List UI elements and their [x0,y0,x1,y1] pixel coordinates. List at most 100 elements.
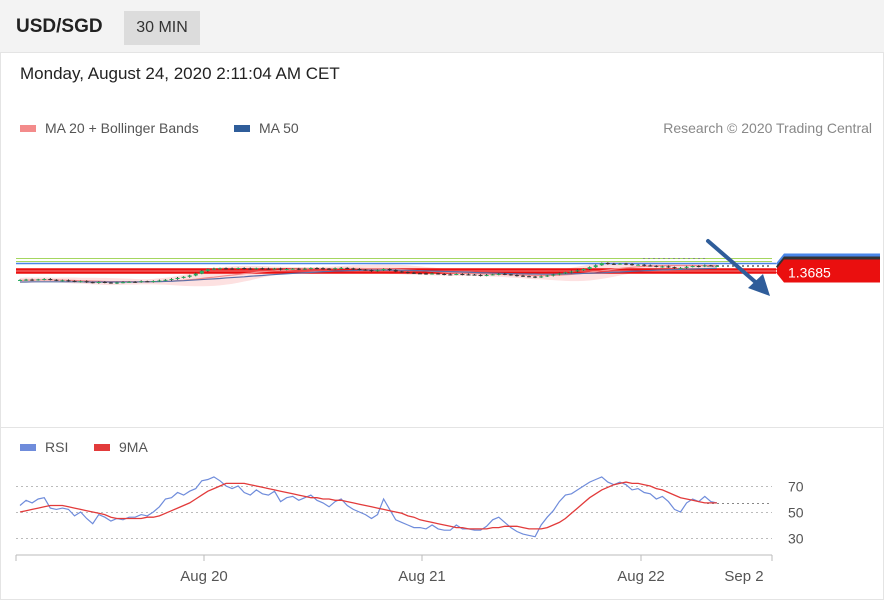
level-tag-bg-target-2 [776,262,880,283]
candle-body [442,274,447,276]
candle-body [72,280,77,282]
candle-body [696,266,701,268]
candle-body [381,269,386,271]
candle-body [357,269,362,270]
candle-body [636,264,641,266]
candles [18,262,719,285]
candle-body [224,268,229,270]
candle-body [157,280,162,282]
x-tick-label-sep2: Sep 2 [724,568,763,585]
candle-body [121,282,126,284]
candle-body [508,274,513,276]
forecast-arrow [706,239,770,296]
candle [302,267,307,270]
candle-body [436,273,441,275]
candle [466,273,471,276]
level-labels: 1.37601.37451.37301.37171.37001.3685 [776,251,880,283]
candle-body [684,266,689,268]
x-tick-label-aug20: Aug 20 [180,568,228,585]
candle [175,276,180,280]
candle [96,281,101,284]
candle-body [42,279,47,281]
candle-body [151,281,156,283]
candle-body [205,269,210,271]
candle-body [54,279,59,281]
candle [199,270,204,275]
candle [145,280,150,283]
candle [405,271,410,274]
candle [508,273,513,276]
candle-body [211,268,216,270]
candle-body [314,268,319,270]
candle [248,267,253,270]
candle-body [127,281,132,283]
candle-body [108,282,113,284]
candle [654,265,659,268]
candle [454,273,459,276]
candle [642,263,647,267]
candle-body [272,268,277,270]
candle [563,271,568,275]
candle-body [454,274,459,276]
candle-body [351,268,356,270]
candle-body [278,268,283,270]
candle [436,272,441,275]
candle [448,273,453,276]
candle-body [581,269,586,271]
interval-button[interactable]: 30 MIN [124,11,200,45]
candle-body [48,279,53,281]
rsi-9ma-line [19,481,717,530]
candle [551,273,556,277]
candle-body [708,265,713,267]
candle-body [114,282,119,284]
candle-body [290,268,295,270]
candle [696,265,701,268]
candle [357,268,362,271]
candle [587,266,592,270]
candle [181,276,186,279]
legend-label-ma50: MA 50 [259,120,299,136]
candle-body [181,276,186,278]
candle-body [296,268,301,270]
candle-body [236,268,241,270]
legend-label-ma20: MA 20 + Bollinger Bands [45,120,199,136]
candle-body [308,268,313,270]
candle [169,278,174,281]
candle [539,275,544,278]
candle-body [187,275,192,277]
candle-body [266,268,271,270]
price-legend: MA 20 + Bollinger Bands MA 50 Research ©… [20,120,872,136]
candle [121,281,126,284]
candle-body [96,281,101,283]
candle-body [321,268,325,270]
candle-body [539,276,544,278]
candle [527,275,532,278]
candle-body [654,265,659,267]
candle [193,272,198,277]
candle [369,269,374,272]
candle-body [199,270,204,274]
candle [472,274,477,276]
candle [102,281,107,284]
candle [490,273,495,276]
candle [284,268,289,271]
candle [411,271,416,275]
candle-body [66,280,71,282]
candle [290,268,295,270]
candle-body [102,281,107,283]
candle [230,267,235,270]
candle [442,273,447,276]
candle-body [478,274,483,276]
candle [163,279,168,282]
candle-body [593,265,598,268]
candle-body [678,267,683,269]
candle [308,267,313,270]
x-axis: Aug 20 Aug 21 Aug 22 Sep 2 [15,554,773,585]
candle [672,266,677,269]
candle [399,270,404,273]
candle-body [569,271,574,273]
rsi-grid: 70 50 30 [16,479,804,547]
candle-body [260,268,265,270]
candle [690,265,695,268]
